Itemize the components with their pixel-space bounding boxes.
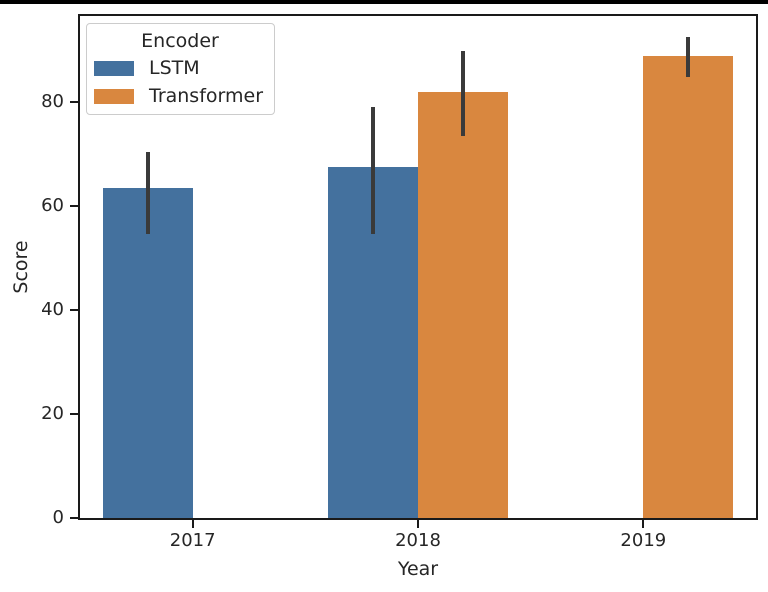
x-tick-mark xyxy=(417,520,419,528)
plot-area: Encoder LSTM Transformer 0 20 40 60 80 2017 20… xyxy=(41,14,758,550)
x-tick-mark xyxy=(642,520,645,528)
error-bar-transformer-2019 xyxy=(686,36,691,78)
error-bar-lstm-2017 xyxy=(145,151,150,235)
legend-title: Encoder xyxy=(141,30,219,52)
y-tick-mark xyxy=(70,204,78,207)
error-bar-lstm-2018 xyxy=(370,107,375,234)
y-tick-mark xyxy=(70,100,78,103)
x-tick-label: 2017 xyxy=(169,530,216,551)
y-tick-label: 40 xyxy=(41,298,64,320)
y-tick-mark xyxy=(70,412,78,415)
legend-item-lstm: LSTM xyxy=(94,54,266,82)
legend-label-transformer: Transformer xyxy=(149,85,264,107)
y-tick-label: 20 xyxy=(41,402,64,424)
bar-transformer-2019 xyxy=(643,55,734,518)
legend-item-transformer: Transformer xyxy=(94,82,266,110)
legend-swatch-lstm xyxy=(94,60,134,76)
legend: Encoder LSTM Transformer xyxy=(86,23,275,115)
legend-swatch-transformer xyxy=(94,88,134,104)
x-tick-mark xyxy=(191,520,194,528)
bar-transformer-2018 xyxy=(418,92,509,518)
y-tick-label: 80 xyxy=(41,90,64,112)
x-tick-label: 2019 xyxy=(620,530,667,551)
window-top-border xyxy=(0,0,768,4)
error-bar-transformer-2018 xyxy=(461,51,466,137)
legend-label-lstm: LSTM xyxy=(149,57,200,79)
y-tick-label: 60 xyxy=(41,194,64,216)
y-axis-label: Score xyxy=(10,240,32,294)
x-tick-label: 2018 xyxy=(395,530,441,551)
y-tick-mark xyxy=(70,308,78,311)
bar-lstm-2017 xyxy=(102,187,193,518)
y-tick-label: 0 xyxy=(52,507,64,528)
x-axis-label: Year xyxy=(397,558,439,580)
y-tick-mark xyxy=(70,517,78,519)
